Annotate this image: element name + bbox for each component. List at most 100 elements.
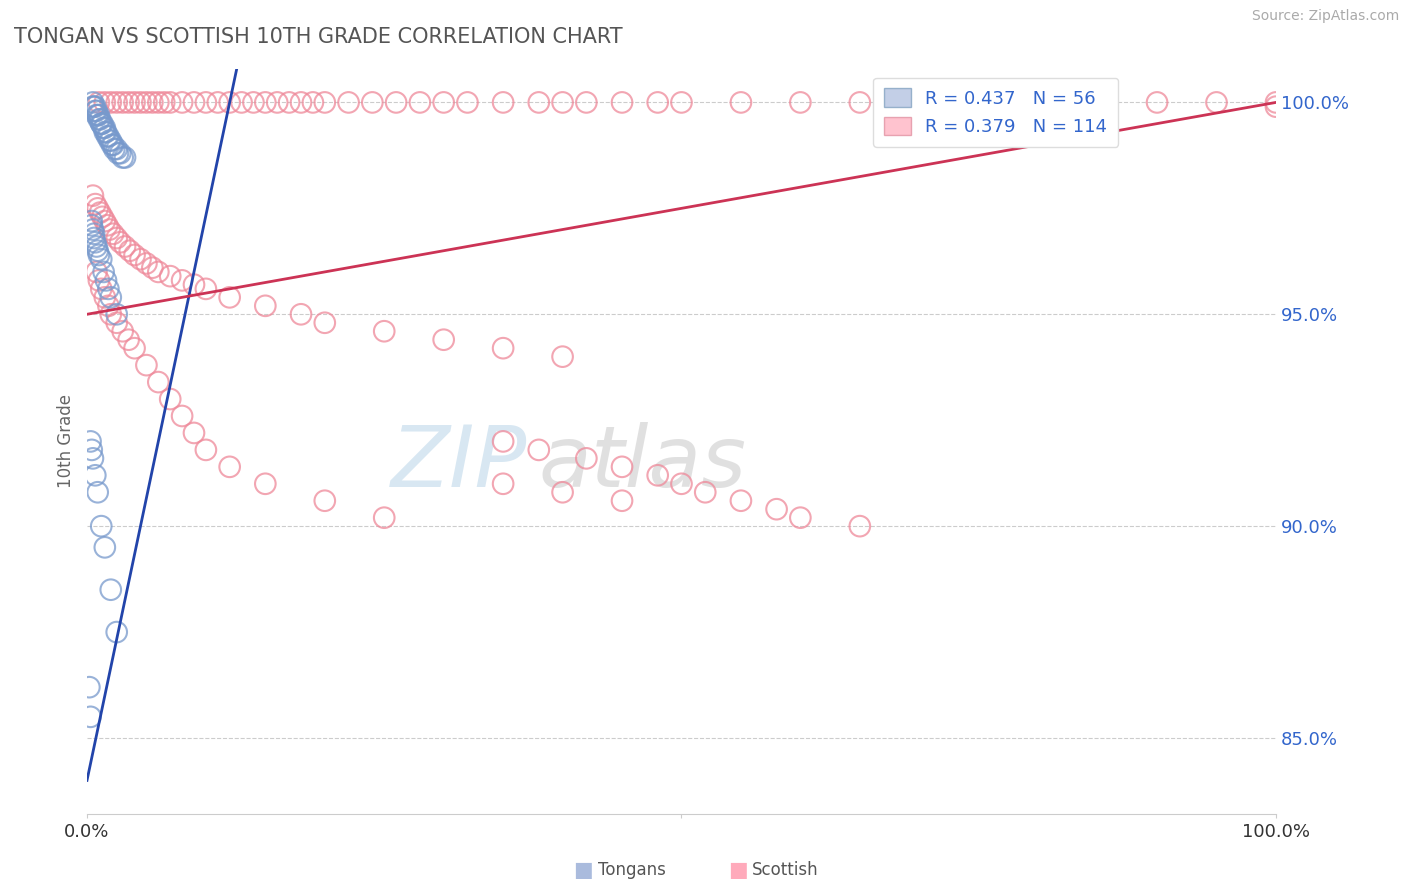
Point (98, 134, 121, 148)
Point (337, 95, 360, 110)
Point (94, 541, 117, 555)
Text: Scottish: Scottish (752, 861, 818, 879)
Point (97, 129, 120, 144)
Point (94, 273, 117, 287)
Point (103, 142, 125, 156)
Point (84, 468, 107, 483)
Point (105, 625, 128, 640)
Point (231, 95, 253, 110)
Point (135, 95, 157, 110)
Point (671, 95, 693, 110)
Point (141, 260, 163, 275)
Point (314, 95, 336, 110)
Point (94, 120, 117, 135)
Point (86, 108, 108, 122)
Point (908, 95, 931, 110)
Point (86, 239, 108, 253)
Point (373, 324, 395, 338)
Point (172, 95, 194, 110)
Point (159, 392, 181, 406)
Point (90, 282, 112, 296)
Point (86, 485, 108, 500)
Point (183, 277, 205, 292)
Point (183, 95, 205, 110)
Point (79, 680, 101, 694)
Point (172, 409, 194, 423)
Point (86, 244, 108, 258)
Point (492, 341, 515, 355)
Point (302, 95, 325, 110)
Point (1265, 95, 1288, 110)
Text: ■: ■ (728, 860, 748, 880)
Point (730, 493, 752, 508)
Point (80, 219, 103, 233)
Point (124, 248, 146, 262)
Text: Tongans: Tongans (598, 861, 665, 879)
Point (647, 468, 669, 483)
Point (671, 476, 693, 491)
Point (1087, 95, 1109, 110)
Point (87, 108, 110, 122)
Point (373, 510, 395, 524)
Point (87, 112, 110, 127)
Point (610, 493, 633, 508)
Text: ZIP: ZIP (391, 422, 527, 505)
Point (94, 125, 117, 139)
Point (105, 307, 128, 321)
Point (278, 95, 301, 110)
Point (409, 95, 432, 110)
Point (1146, 95, 1168, 110)
Point (492, 434, 515, 449)
Point (141, 95, 163, 110)
Point (1026, 95, 1049, 110)
Point (79, 434, 101, 449)
Point (207, 95, 229, 110)
Point (80, 442, 103, 457)
Point (91, 117, 114, 131)
Point (849, 95, 872, 110)
Point (456, 95, 478, 110)
Point (730, 95, 752, 110)
Point (765, 502, 787, 516)
Point (100, 95, 122, 110)
Point (610, 459, 633, 474)
Point (194, 282, 217, 296)
Point (100, 290, 122, 304)
Point (97, 282, 120, 296)
Point (153, 95, 176, 110)
Point (433, 95, 456, 110)
Point (89, 112, 111, 127)
Text: TONGAN VS SCOTTISH 10TH GRADE CORRELATION CHART: TONGAN VS SCOTTISH 10TH GRADE CORRELATIO… (14, 27, 623, 46)
Point (98, 222, 121, 236)
Point (492, 95, 515, 110)
Point (254, 299, 277, 313)
Point (90, 117, 112, 131)
Point (93, 120, 115, 135)
Point (111, 151, 134, 165)
Point (124, 341, 146, 355)
Point (80, 214, 103, 228)
Point (83, 227, 105, 241)
Point (124, 95, 146, 110)
Point (527, 442, 550, 457)
Point (90, 519, 112, 533)
Point (86, 108, 108, 122)
Point (218, 459, 240, 474)
Point (86, 202, 108, 216)
Point (242, 95, 264, 110)
Point (82, 100, 104, 114)
Point (82, 188, 104, 202)
Y-axis label: 10th Grade: 10th Grade (58, 394, 75, 489)
Point (610, 95, 633, 110)
Point (159, 269, 181, 284)
Point (87, 273, 110, 287)
Point (96, 129, 118, 144)
Point (551, 95, 574, 110)
Text: ■: ■ (574, 860, 593, 880)
Point (94, 290, 117, 304)
Point (94, 95, 117, 110)
Point (105, 142, 128, 156)
Point (82, 451, 104, 466)
Point (492, 476, 515, 491)
Point (90, 117, 112, 131)
